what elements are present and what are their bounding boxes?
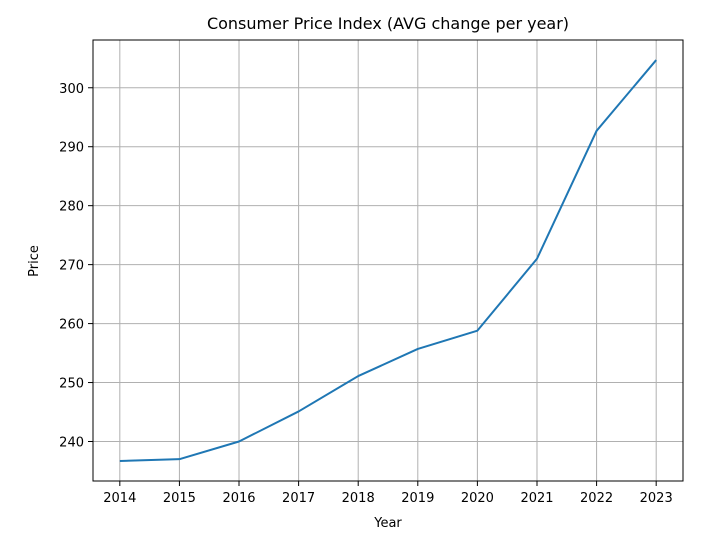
x-tick-label: 2020 [461, 491, 494, 506]
x-tick-label: 2023 [640, 491, 673, 506]
x-axis-label: Year [373, 516, 402, 531]
x-tick-label: 2014 [103, 491, 136, 506]
x-axis: 2014 2015 2016 2017 2018 2019 2020 2021 2022 2023 [103, 481, 673, 506]
y-tick-label: 280 [59, 200, 84, 215]
y-axis-label: Price [27, 245, 42, 277]
y-tick-label: 240 [59, 435, 84, 450]
series-line [119, 59, 657, 462]
y-tick-label: 270 [59, 259, 84, 274]
x-tick-label: 2015 [163, 491, 196, 506]
y-tick-label: 260 [59, 318, 84, 333]
x-tick-label: 2018 [342, 491, 375, 506]
x-tick-label: 2016 [222, 491, 255, 506]
grid [93, 40, 683, 481]
x-tick-label: 2017 [282, 491, 315, 506]
plot-area [92, 39, 684, 482]
y-tick-label: 250 [59, 377, 84, 392]
y-tick-label: 300 [59, 82, 84, 97]
y-tick-label: 290 [59, 141, 84, 156]
x-tick-label: 2019 [401, 491, 434, 506]
y-axis: 240 250 260 270 280 290 300 [59, 82, 93, 450]
chart-title: Consumer Price Index (AVG change per yea… [207, 14, 569, 33]
series-group [119, 59, 657, 462]
x-tick-label: 2021 [520, 491, 553, 506]
x-tick-label: 2022 [580, 491, 613, 506]
